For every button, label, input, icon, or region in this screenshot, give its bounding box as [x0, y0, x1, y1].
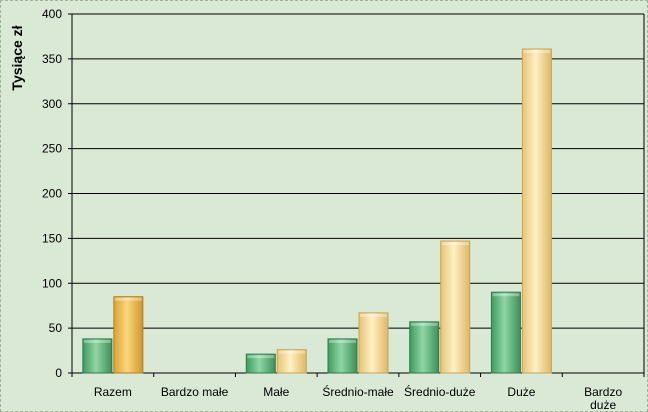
x-category-label-line: Razem: [94, 385, 132, 399]
bar-highlight: [329, 339, 356, 343]
axes: 0 50 100 150 200 250 300 350 400 Razem Bardzo małe…: [42, 7, 645, 412]
bar-series2-0: [113, 296, 144, 374]
bar-highlight: [410, 322, 438, 326]
bar-highlight: [278, 350, 306, 354]
x-category-label: Średnio-duże: [404, 384, 476, 399]
y-tick-label: 100: [42, 276, 62, 290]
bar-series1-3: [327, 338, 358, 374]
x-category-label-line: Bardzo: [584, 385, 622, 399]
x-category-label-line: Bardzo małe: [161, 385, 229, 399]
y-tick-label: 350: [42, 52, 62, 66]
y-tick-label: 50: [49, 321, 63, 335]
x-category-label: Małe: [263, 385, 289, 399]
x-category-label: Razem: [94, 385, 132, 399]
x-category-label: Bardzo duże: [584, 385, 622, 412]
bar-highlight: [360, 313, 387, 317]
bar-highlight: [247, 355, 275, 359]
bar-highlight: [492, 293, 520, 297]
y-tick-label: 0: [55, 366, 62, 380]
bar-series2-5: [521, 48, 552, 374]
y-axis-label: Tysiące zł: [9, 25, 25, 90]
bar-highlight: [441, 242, 469, 246]
y-tick-label: 300: [42, 97, 62, 111]
bar-highlight: [114, 297, 142, 301]
x-category-label: Bardzo małe: [161, 385, 229, 399]
bar-series2-2: [276, 349, 307, 374]
x-category-label-line: Małe: [263, 385, 289, 399]
y-tick-label: 250: [42, 142, 62, 156]
x-category-label-line: Średnio-małe: [322, 384, 394, 399]
bar-highlight: [523, 50, 551, 54]
bars: [82, 48, 552, 374]
bar-series1-4: [409, 321, 440, 374]
bar-series2-4: [440, 240, 471, 374]
y-tick-label: 200: [42, 187, 62, 201]
bar-series2-3: [358, 312, 389, 374]
y-tick-label: 400: [42, 7, 62, 21]
x-category-label-line: Średnio-duże: [404, 384, 476, 399]
x-category-label: Duże: [507, 385, 535, 399]
y-tick-label: 150: [42, 231, 62, 245]
x-category-label-line: Duże: [507, 385, 535, 399]
x-category-label: Średnio-małe: [322, 384, 394, 399]
gridlines: [72, 13, 644, 374]
bar-series1-5: [490, 291, 521, 374]
bar-series1-0: [82, 338, 113, 374]
x-category-label-line: duże: [590, 398, 616, 412]
bar-series1-2: [245, 353, 276, 374]
bar-highlight: [83, 339, 111, 343]
